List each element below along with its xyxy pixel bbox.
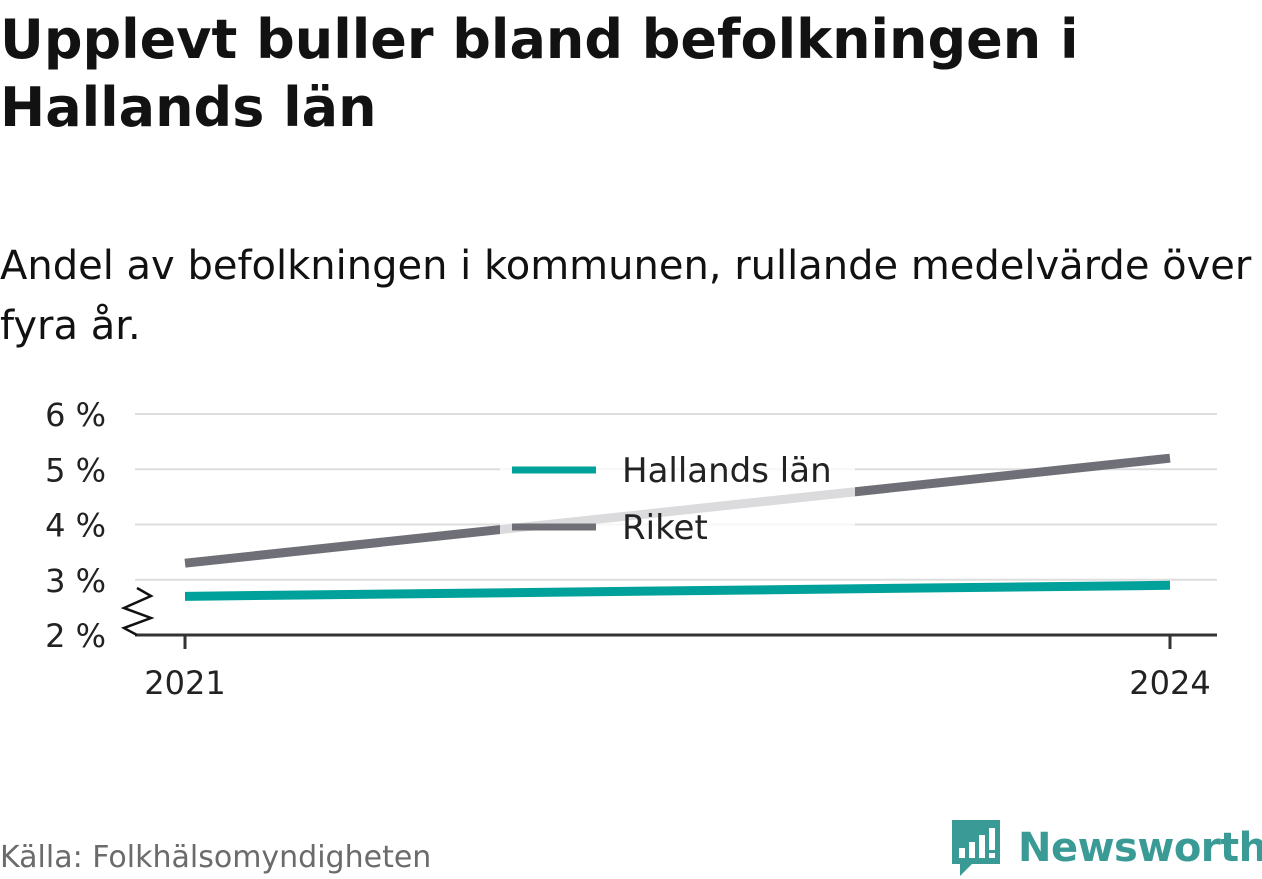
y-tick-label: 2 %	[45, 617, 106, 655]
chart-subtitle: Andel av befolkningen i kommunen, rullan…	[0, 243, 1252, 349]
source-note: Källa: Folkhälsomyndigheten	[0, 840, 432, 875]
newsworthy-logo-icon	[952, 820, 1000, 876]
legend: Hallands län Riket	[500, 442, 855, 558]
y-tick-label: 3 %	[45, 562, 106, 600]
x-tick-label: 2021	[144, 664, 225, 702]
x-axis-tick-labels: 2021 2024	[144, 664, 1210, 702]
legend-label: Riket	[622, 508, 708, 548]
brand-name: Newsworthy	[1018, 825, 1262, 871]
y-tick-label: 4 %	[45, 507, 106, 545]
y-axis-tick-labels: 2 % 3 % 4 % 5 % 6 %	[45, 396, 106, 655]
x-tick-label: 2024	[1129, 664, 1210, 702]
legend-label: Hallands län	[622, 451, 832, 491]
x-axis	[120, 586, 1217, 649]
y-tick-label: 6 %	[45, 396, 106, 434]
series-line-hallands-l-n	[184, 580, 1171, 601]
legend-background	[500, 442, 855, 558]
chart-title: Upplevt buller bland befolkningen i Hall…	[0, 8, 1079, 139]
y-axis-break-symbol	[120, 586, 155, 637]
y-tick-label: 5 %	[45, 451, 106, 489]
line-chart: 2 % 3 % 4 % 5 % 6 % 2021 2024 Hallands län Rik…	[45, 396, 1217, 702]
newsworthy-logo: Newsworthy	[950, 818, 1262, 878]
